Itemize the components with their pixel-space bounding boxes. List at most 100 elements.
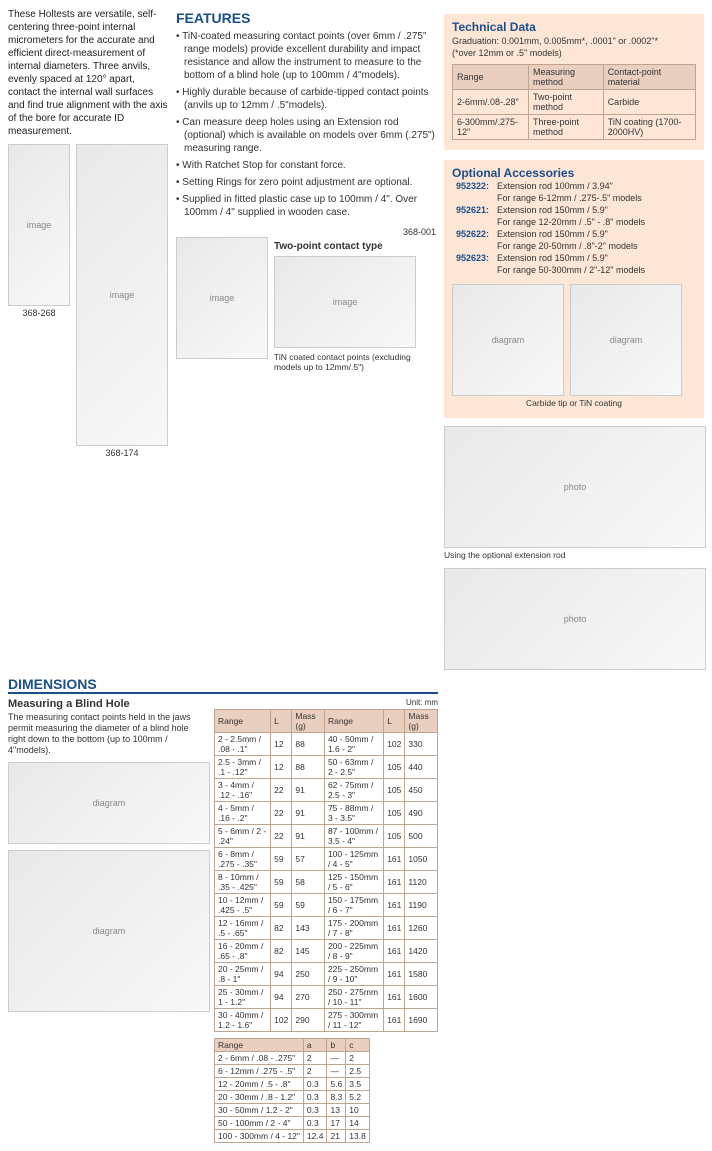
- tech-table: Range Measuring method Contact-point mat…: [452, 64, 696, 140]
- dims-td: 12: [271, 733, 292, 756]
- dims-td: 100 - 125mm / 4 - 5": [324, 848, 383, 871]
- two-point-note: TiN coated contact points (excluding mod…: [274, 352, 436, 372]
- dims-td: 143: [292, 917, 325, 940]
- tech-grad: Graduation: 0.001mm, 0.005mm*, .0001" or…: [452, 36, 696, 46]
- dims-td: 102: [384, 733, 405, 756]
- dims-td: 1580: [405, 963, 438, 986]
- acc-code: 952622:: [452, 228, 493, 240]
- acc-line: Extension rod 100mm / 3.94": [493, 180, 649, 192]
- dims-td: 1600: [405, 986, 438, 1009]
- dims-td: 57: [292, 848, 325, 871]
- dims-td: 94: [271, 986, 292, 1009]
- dims-td: 0.3: [303, 1104, 327, 1117]
- acc-line: For range 12-20mm / .5" - .8" models: [493, 216, 649, 228]
- dims-td: 105: [384, 825, 405, 848]
- dims-td: 2 - 2.5mm / .08 - .1": [215, 733, 271, 756]
- dims-td: 50 - 100mm / 2 - 4": [215, 1117, 304, 1130]
- dims-td: 175 - 200mm / 7 - 8": [324, 917, 383, 940]
- features-list: TiN-coated measuring contact points (ove…: [176, 30, 436, 219]
- dims-td: 275 - 300mm / 11 - 12": [324, 1009, 383, 1032]
- tech-td: Two-point method: [529, 90, 604, 115]
- dims-td: 1050: [405, 848, 438, 871]
- dims-title: Measuring a Blind Hole: [8, 698, 208, 710]
- tech-td: Carbide: [603, 90, 695, 115]
- dims-td: 2: [346, 1052, 370, 1065]
- dims-td: 161: [384, 940, 405, 963]
- product-image-2: image: [76, 144, 168, 446]
- dims-td: 290: [292, 1009, 325, 1032]
- dims-td: 82: [271, 940, 292, 963]
- dims-td: 161: [384, 917, 405, 940]
- dims-sub-table: Rangeabc2 - 6mm / .08 - .275"2—26 - 12mm…: [214, 1038, 370, 1143]
- tech-td: TiN coating (1700-2000HV): [603, 115, 695, 140]
- tech-th: Contact-point material: [603, 65, 695, 90]
- feature-item: TiN-coated measuring contact points (ove…: [176, 30, 436, 82]
- dims-td: 5 - 6mm / 2 - .24": [215, 825, 271, 848]
- blind-hole-diagram-1: diagram: [8, 762, 210, 844]
- dims-td: 8 - 10mm / .35 - .425": [215, 871, 271, 894]
- dims-td: 59: [271, 848, 292, 871]
- dims-td: 14: [346, 1117, 370, 1130]
- dims-th: L: [271, 710, 292, 733]
- dims-td: 225 - 250mm / 9 - 10": [324, 963, 383, 986]
- dims-td: 500: [405, 825, 438, 848]
- dims-td: 0.3: [303, 1117, 327, 1130]
- feature-item: Setting Rings for zero point adjustment …: [176, 176, 436, 189]
- dims-td: 6 - 8mm / .275 - .35": [215, 848, 271, 871]
- tech-heading: Technical Data: [452, 20, 696, 34]
- dims-td: 0.3: [303, 1078, 327, 1091]
- feature-item: Supplied in fitted plastic case up to 10…: [176, 193, 436, 219]
- dims-td: —: [327, 1052, 346, 1065]
- two-point-image: image: [274, 256, 416, 348]
- dims-td: —: [327, 1065, 346, 1078]
- tech-td: 6-300mm/.275-12": [453, 115, 529, 140]
- dims-td: 12 - 16mm / .5 - .65": [215, 917, 271, 940]
- dims-td: 58: [292, 871, 325, 894]
- dims-td: 105: [384, 756, 405, 779]
- dims-td: 13.8: [346, 1130, 370, 1143]
- dims-th: Mass (g): [292, 710, 325, 733]
- application-photo: photo: [444, 568, 706, 670]
- accessories-heading: Optional Accessories: [452, 166, 696, 180]
- features-heading: FEATURES: [176, 10, 436, 26]
- dims-td: 440: [405, 756, 438, 779]
- dims-td: 2 - 6mm / .08 - .275": [215, 1052, 304, 1065]
- dims-th: Range: [215, 1039, 304, 1052]
- dims-td: 250 - 275mm / 10 - 11": [324, 986, 383, 1009]
- acc-code: 952623:: [452, 252, 493, 264]
- dims-th: c: [346, 1039, 370, 1052]
- dims-td: 100 - 300mm / 4 - 12": [215, 1130, 304, 1143]
- dims-td: 161: [384, 986, 405, 1009]
- dims-td: 22: [271, 779, 292, 802]
- dims-heading: DIMENSIONS: [8, 676, 704, 692]
- dims-td: 200 - 225mm / 8 - 9": [324, 940, 383, 963]
- dims-td: 91: [292, 825, 325, 848]
- dims-th: Range: [324, 710, 383, 733]
- intro-text: These Holtests are versatile, self-cente…: [8, 8, 168, 138]
- extension-rod-photo: photo: [444, 426, 706, 548]
- dims-td: 8.3: [327, 1091, 346, 1104]
- dims-desc: The measuring contact points held in the…: [8, 712, 208, 755]
- acc-line: For range 50-300mm / 2"-12" models: [493, 264, 649, 276]
- dims-main-table: RangeLMass (g)RangeLMass (g)2 - 2.5mm / …: [214, 709, 438, 1032]
- dims-td: 3.5: [346, 1078, 370, 1091]
- dims-unit: Unit: mm: [214, 698, 438, 707]
- blind-hole-diagram-2: diagram: [8, 850, 210, 1012]
- product-image-1: image: [8, 144, 70, 306]
- product-image-3: image: [176, 237, 268, 359]
- acc-line: For range 6-12mm / .275-.5" models: [493, 192, 649, 204]
- dims-td: 270: [292, 986, 325, 1009]
- dims-th: Mass (g): [405, 710, 438, 733]
- dims-td: 20 - 25mm / .8 - 1": [215, 963, 271, 986]
- feature-item: With Ratchet Stop for constant force.: [176, 159, 436, 172]
- dims-td: 1420: [405, 940, 438, 963]
- dims-td: 145: [292, 940, 325, 963]
- product-label-1: 368-268: [8, 308, 70, 318]
- dims-th: a: [303, 1039, 327, 1052]
- dims-td: 12 - 20mm / .5 - .8": [215, 1078, 304, 1091]
- dims-td: 30 - 50mm / 1.2 - 2": [215, 1104, 304, 1117]
- dims-td: 161: [384, 894, 405, 917]
- acc-code: 952322:: [452, 180, 493, 192]
- dims-td: 13: [327, 1104, 346, 1117]
- dims-td: 450: [405, 779, 438, 802]
